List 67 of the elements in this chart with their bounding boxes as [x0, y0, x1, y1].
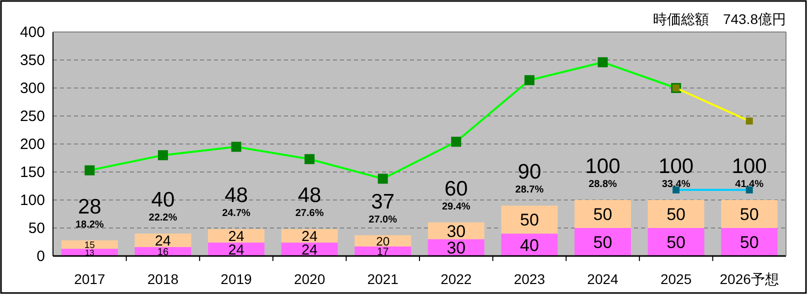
x-tick-label: 2019	[220, 271, 252, 287]
y-tick-label: 350	[20, 52, 45, 69]
data-label: 13	[85, 248, 95, 258]
chart-subtitle: 時価総額 743.8億円	[652, 11, 786, 27]
bar	[648, 200, 704, 228]
annotation: 27.6%	[295, 208, 324, 220]
annotation: 22.2%	[148, 212, 178, 224]
y-tick-label: 250	[20, 108, 45, 125]
data-label: 50	[740, 205, 759, 224]
annotation: 33.4%	[662, 179, 690, 190]
y-tick-label: 100	[20, 192, 45, 209]
data-label: 17	[377, 246, 389, 258]
data-label: 20	[376, 234, 390, 248]
bar	[648, 228, 704, 256]
total-label: 100	[658, 155, 694, 178]
y-tick-label: 150	[20, 164, 45, 181]
x-tick-label: 2017	[74, 271, 106, 287]
x-tick-label: 2020	[294, 271, 326, 287]
annotation: 29.4%	[442, 201, 470, 212]
bar	[134, 234, 192, 248]
annotation: 18.2%	[75, 219, 104, 230]
data-label: 50	[740, 233, 759, 252]
bar	[281, 229, 338, 243]
data-label: 50	[666, 205, 686, 224]
data-label: 16	[157, 247, 169, 258]
total-label: 48	[298, 184, 322, 208]
data-label: 30	[446, 222, 466, 241]
bar	[574, 228, 631, 256]
total-label: 100	[732, 155, 767, 178]
bar	[721, 228, 778, 256]
bar	[61, 248, 118, 256]
bar	[574, 200, 631, 228]
bar	[721, 200, 778, 228]
annotation: 28.7%	[515, 184, 544, 196]
x-tick-label: 2024	[587, 271, 619, 287]
annotation: 27.0%	[368, 214, 398, 226]
x-tick-label: 2023	[514, 271, 546, 287]
total-label: 90	[518, 160, 542, 184]
annotation: 41.4%	[735, 179, 764, 190]
total-label: 37	[371, 190, 395, 214]
data-label: 50	[593, 233, 612, 252]
total-label: 40	[151, 188, 175, 212]
data-label: 50	[593, 205, 612, 224]
annotation: 24.7%	[222, 208, 251, 220]
bar	[208, 229, 264, 243]
data-label: 50	[666, 233, 686, 252]
x-tick-label: 2018	[147, 271, 179, 287]
total-label: 60	[444, 177, 468, 200]
data-label: 50	[520, 210, 539, 230]
x-tick-label: 2025	[660, 271, 692, 287]
y-tick-label: 300	[20, 80, 45, 97]
x-tick-label: 2021	[367, 271, 399, 287]
y-tick-label: 200	[20, 136, 45, 153]
data-label: 30	[446, 238, 466, 258]
total-label: 48	[224, 184, 248, 208]
bar	[501, 234, 558, 256]
x-tick-label: 2022	[440, 271, 472, 287]
total-label: 28	[78, 195, 102, 218]
data-label: 15	[84, 238, 95, 250]
total-label: 100	[585, 155, 620, 178]
data-label: 40	[520, 236, 539, 255]
annotation: 28.8%	[588, 179, 618, 190]
y-tick-label: 50	[28, 220, 45, 237]
y-tick-label: 400	[20, 24, 45, 41]
y-tick-label: 0	[36, 248, 45, 265]
bar	[501, 206, 558, 234]
x-tick-label: 2026予想	[720, 271, 779, 287]
